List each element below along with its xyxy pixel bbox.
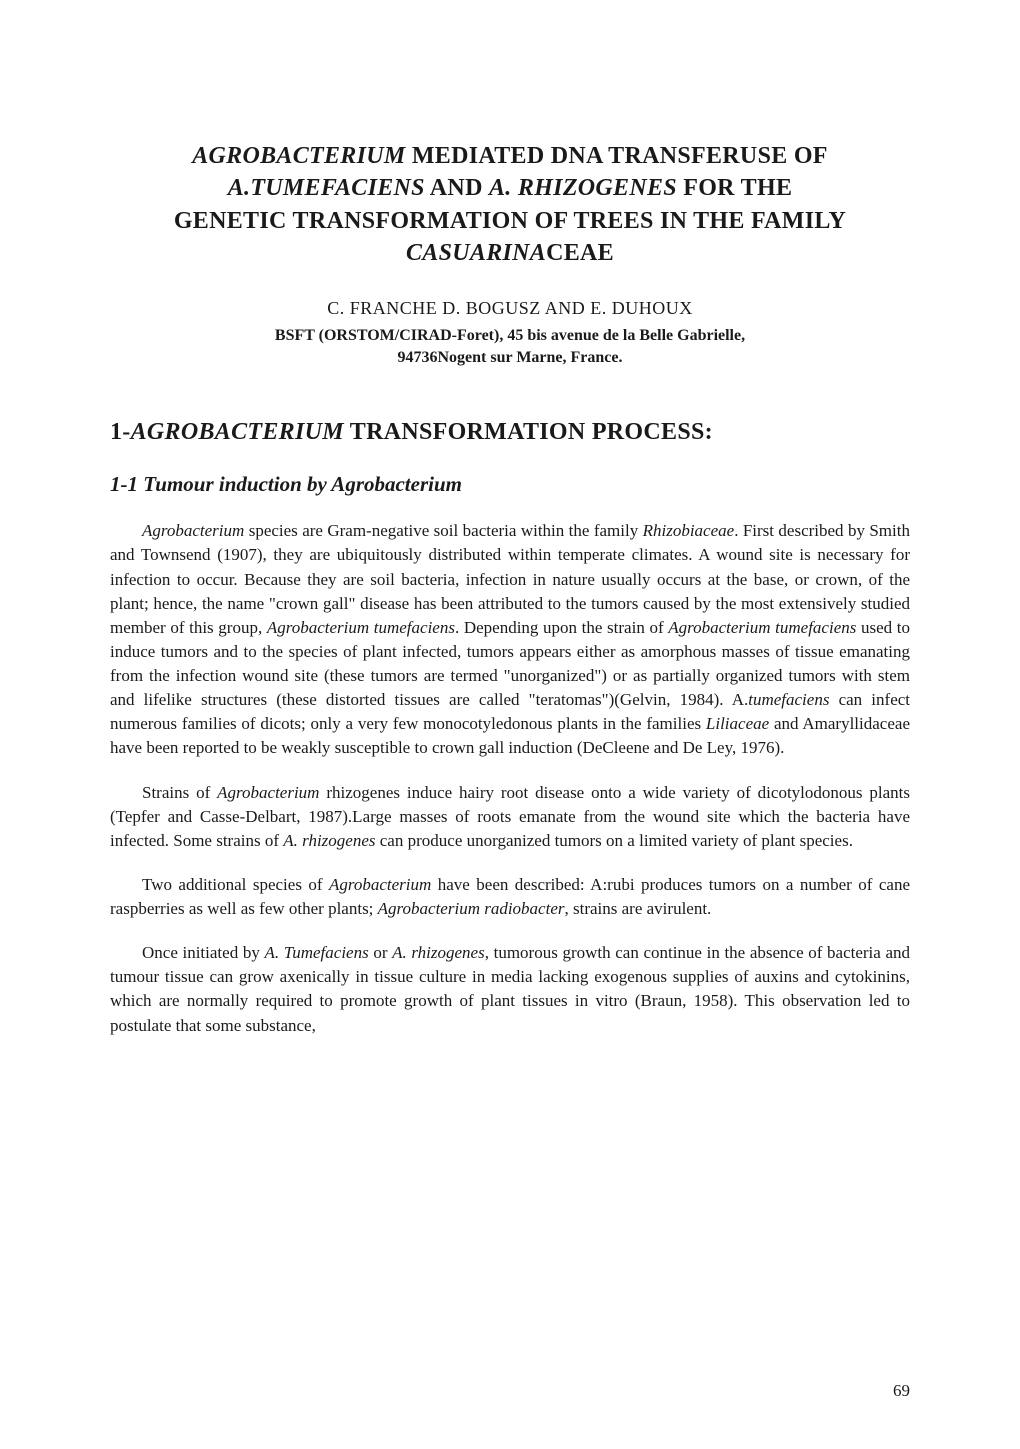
section-prefix: 1- bbox=[110, 419, 131, 445]
title-italic-4: CASUARINA bbox=[406, 240, 546, 266]
p1-italic-5: tumefaciens bbox=[748, 690, 829, 709]
paragraph-1: Agrobacterium species are Gram-negative … bbox=[110, 519, 910, 760]
section-1-heading: 1-AGROBACTERIUM TRANSFORMATION PROCESS: bbox=[110, 419, 910, 446]
title-text-2: AND bbox=[425, 175, 489, 201]
p3-italic-1: Agrobacterium bbox=[329, 875, 431, 894]
p1-italic-2: Rhizobiaceae bbox=[643, 521, 735, 540]
paper-title: AGROBACTERIUM MEDIATED DNA TRANSFERUSE O… bbox=[110, 140, 910, 270]
affiliation-line-2: 94736Nogent sur Marne, France. bbox=[398, 349, 623, 366]
p1-italic-6: Liliaceae bbox=[706, 714, 769, 733]
p1-italic-3: Agrobacterium tumefaciens bbox=[267, 618, 455, 637]
p1-italic-4: Agrobacterium tumefaciens bbox=[668, 618, 856, 637]
p3-text-1: Two additional species of bbox=[142, 875, 329, 894]
p4-italic-2: A. rhizogenes bbox=[392, 943, 485, 962]
section-rest: TRANSFORMATION PROCESS: bbox=[344, 419, 713, 445]
p2-text-1: Strains of bbox=[142, 783, 217, 802]
p4-text-2: or bbox=[369, 943, 392, 962]
subsection-1-1-heading: 1-1 Tumour induction by Agrobacterium bbox=[110, 472, 910, 497]
page-number: 69 bbox=[893, 1381, 910, 1401]
paragraph-3: Two additional species of Agrobacterium … bbox=[110, 873, 910, 921]
p2-italic-1: Agrobacterium bbox=[217, 783, 319, 802]
p4-text-1: Once initiated by bbox=[142, 943, 264, 962]
title-text-5: CEAE bbox=[546, 240, 614, 266]
title-italic-1: AGROBACTERIUM bbox=[192, 143, 405, 169]
title-italic-2: A.TUMEFACIENS bbox=[228, 175, 425, 201]
title-text-4: GENETIC TRANSFORMATION OF TREES IN THE F… bbox=[174, 208, 846, 234]
p4-italic-1: A. Tumefaciens bbox=[264, 943, 368, 962]
p1-text-3: . Depending upon the strain of bbox=[455, 618, 668, 637]
p1-text-1: species are Gram-negative soil bacteria … bbox=[244, 521, 642, 540]
section-italic: AGROBACTERIUM bbox=[131, 419, 344, 445]
affiliation-line-1: BSFT (ORSTOM/CIRAD-Foret), 45 bis avenue… bbox=[275, 327, 745, 344]
title-italic-3: A. RHIZOGENES bbox=[489, 175, 677, 201]
title-text-1: MEDIATED DNA TRANSFERUSE OF bbox=[406, 143, 828, 169]
p1-italic-1: Agrobacterium bbox=[142, 521, 244, 540]
p2-text-3: can produce unorganized tumors on a limi… bbox=[376, 831, 853, 850]
p2-italic-2: A. rhizogenes bbox=[283, 831, 375, 850]
p3-italic-2: Agrobacterium radiobacter bbox=[378, 899, 565, 918]
title-text-3: FOR THE bbox=[677, 175, 792, 201]
affiliation: BSFT (ORSTOM/CIRAD-Foret), 45 bis avenue… bbox=[110, 325, 910, 370]
paragraph-4: Once initiated by A. Tumefaciens or A. r… bbox=[110, 941, 910, 1038]
paragraph-2: Strains of Agrobacterium rhizogenes indu… bbox=[110, 781, 910, 853]
authors-line: C. FRANCHE D. BOGUSZ AND E. DUHOUX bbox=[110, 298, 910, 319]
p3-text-3: , strains are avirulent. bbox=[565, 899, 712, 918]
